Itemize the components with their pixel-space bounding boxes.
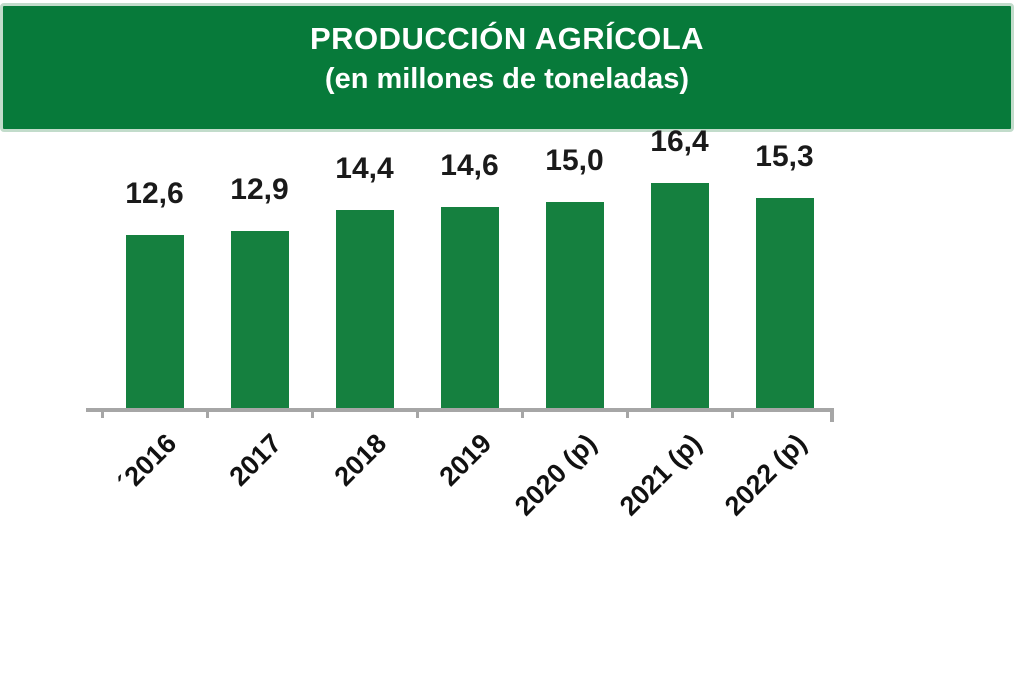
title-banner: PRODUCCIÓN AGRÍCOLA (en millones de tone… (0, 3, 1014, 132)
bar-value-label: 14,6 (440, 149, 499, 182)
bar (545, 202, 604, 408)
x-axis-tick (626, 412, 629, 418)
bar-value-label: 16,4 (650, 125, 709, 158)
x-axis-end-tick (830, 408, 834, 422)
bar (125, 235, 184, 408)
bar-value-label: 15,3 (755, 140, 814, 173)
x-axis-line (86, 408, 834, 412)
bar-value-label: 14,4 (335, 152, 394, 185)
x-axis-tick (206, 412, 209, 418)
chart-subtitle: (en millones de toneladas) (324, 63, 690, 95)
bar (755, 198, 814, 408)
bar-value-label: 15,0 (545, 144, 604, 177)
bar-value-label: 12,6 (125, 177, 184, 210)
x-axis-tick (101, 412, 104, 418)
chart-title: PRODUCCIÓN AGRÍCOLA (309, 21, 705, 56)
bar-value-label: 12,9 (230, 173, 289, 206)
x-axis-tick (521, 412, 524, 418)
x-axis-tick (311, 412, 314, 418)
bar (230, 231, 289, 408)
bar (335, 210, 394, 408)
x-axis-tick (416, 412, 419, 418)
bar (650, 183, 709, 408)
x-axis-tick (731, 412, 734, 418)
bar (440, 207, 499, 408)
